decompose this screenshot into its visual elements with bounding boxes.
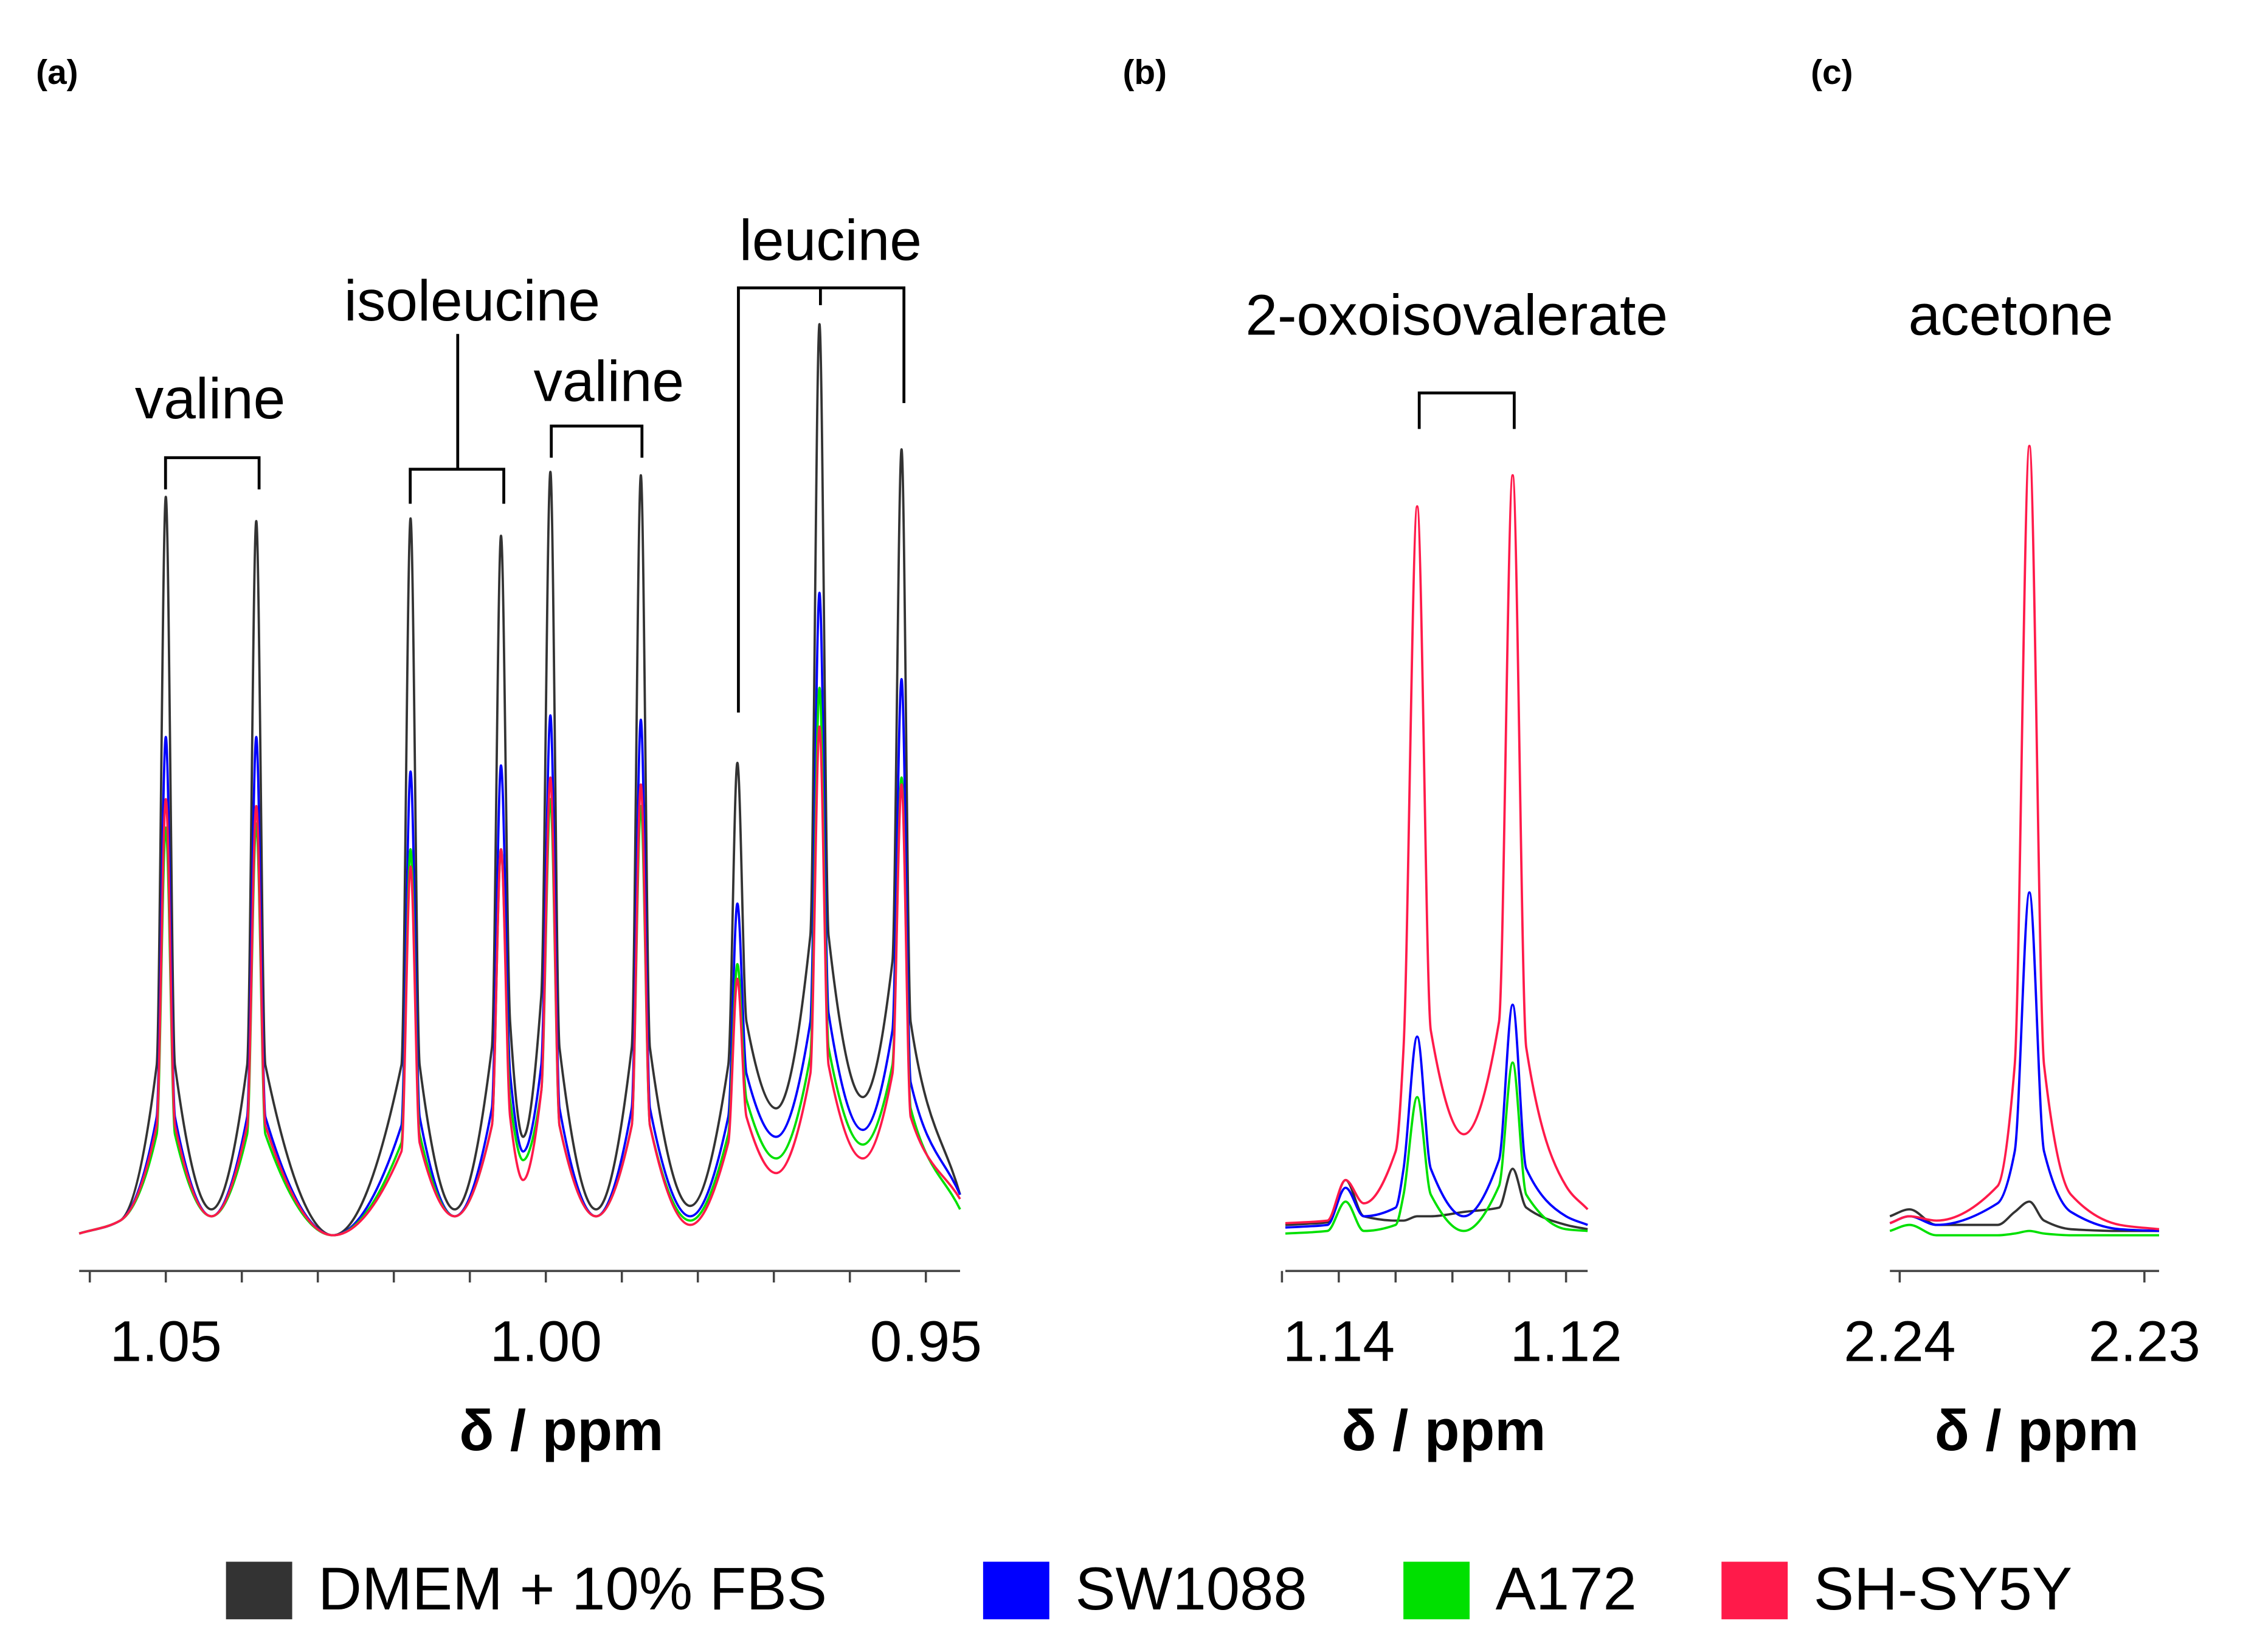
legend-swatch bbox=[983, 1561, 1049, 1620]
annotation: 2-oxoisovalerate bbox=[1245, 283, 1668, 348]
spectrum-line bbox=[1285, 474, 1589, 1225]
bracket bbox=[409, 468, 505, 504]
spectrum-line bbox=[1889, 1223, 2159, 1237]
panel-label: (b) bbox=[1122, 54, 1167, 92]
x-tick-label: 1.12 bbox=[1510, 1309, 1622, 1374]
legend-swatch bbox=[226, 1561, 292, 1620]
x-tick-label: 2.23 bbox=[2089, 1309, 2200, 1374]
spectrum-line bbox=[78, 725, 961, 1237]
x-tick-label: 1.05 bbox=[110, 1309, 222, 1374]
bracket bbox=[164, 456, 261, 489]
annotation: acetone bbox=[1909, 283, 2114, 348]
legend-label: SH-SY5Y bbox=[1814, 1555, 2072, 1623]
annotation: leucine bbox=[739, 208, 922, 272]
x-tick-label: 1.14 bbox=[1283, 1309, 1395, 1374]
spectrum-line bbox=[78, 323, 961, 1237]
x-axis-label: δ / ppm bbox=[1341, 1398, 1546, 1463]
legend-swatch bbox=[1403, 1561, 1470, 1620]
x-axis-label: δ / ppm bbox=[1935, 1398, 2139, 1463]
spectrum-line bbox=[1285, 1003, 1588, 1229]
annotation: isoleucine bbox=[344, 269, 600, 333]
bracket bbox=[550, 424, 644, 458]
annotation: valine bbox=[534, 349, 684, 413]
x-tick-label: 1.00 bbox=[490, 1309, 602, 1374]
spectrum-line bbox=[1889, 891, 2160, 1232]
x-tick-label: 0.95 bbox=[870, 1309, 982, 1374]
x-tick-label: 2.24 bbox=[1844, 1309, 1955, 1374]
panel-label: (c) bbox=[1811, 54, 1853, 92]
spectrum-line bbox=[1889, 1200, 2159, 1232]
legend-label: SW1088 bbox=[1075, 1555, 1307, 1623]
figure-content: (a) 1.05 1.00 0.95 δ / ppm valine isoleucine va… bbox=[36, 54, 2200, 1623]
spectrum-line bbox=[1889, 444, 2160, 1231]
legend-label: A172 bbox=[1496, 1555, 1637, 1623]
panel-label: (a) bbox=[36, 54, 78, 92]
x-axis-label: δ / ppm bbox=[459, 1398, 663, 1463]
spectrum-line bbox=[1285, 1061, 1588, 1235]
legend-swatch bbox=[1721, 1561, 1788, 1620]
bracket bbox=[1417, 391, 1516, 429]
legend-label: DMEM + 10% FBS bbox=[318, 1555, 827, 1623]
annotation: valine bbox=[135, 367, 285, 431]
